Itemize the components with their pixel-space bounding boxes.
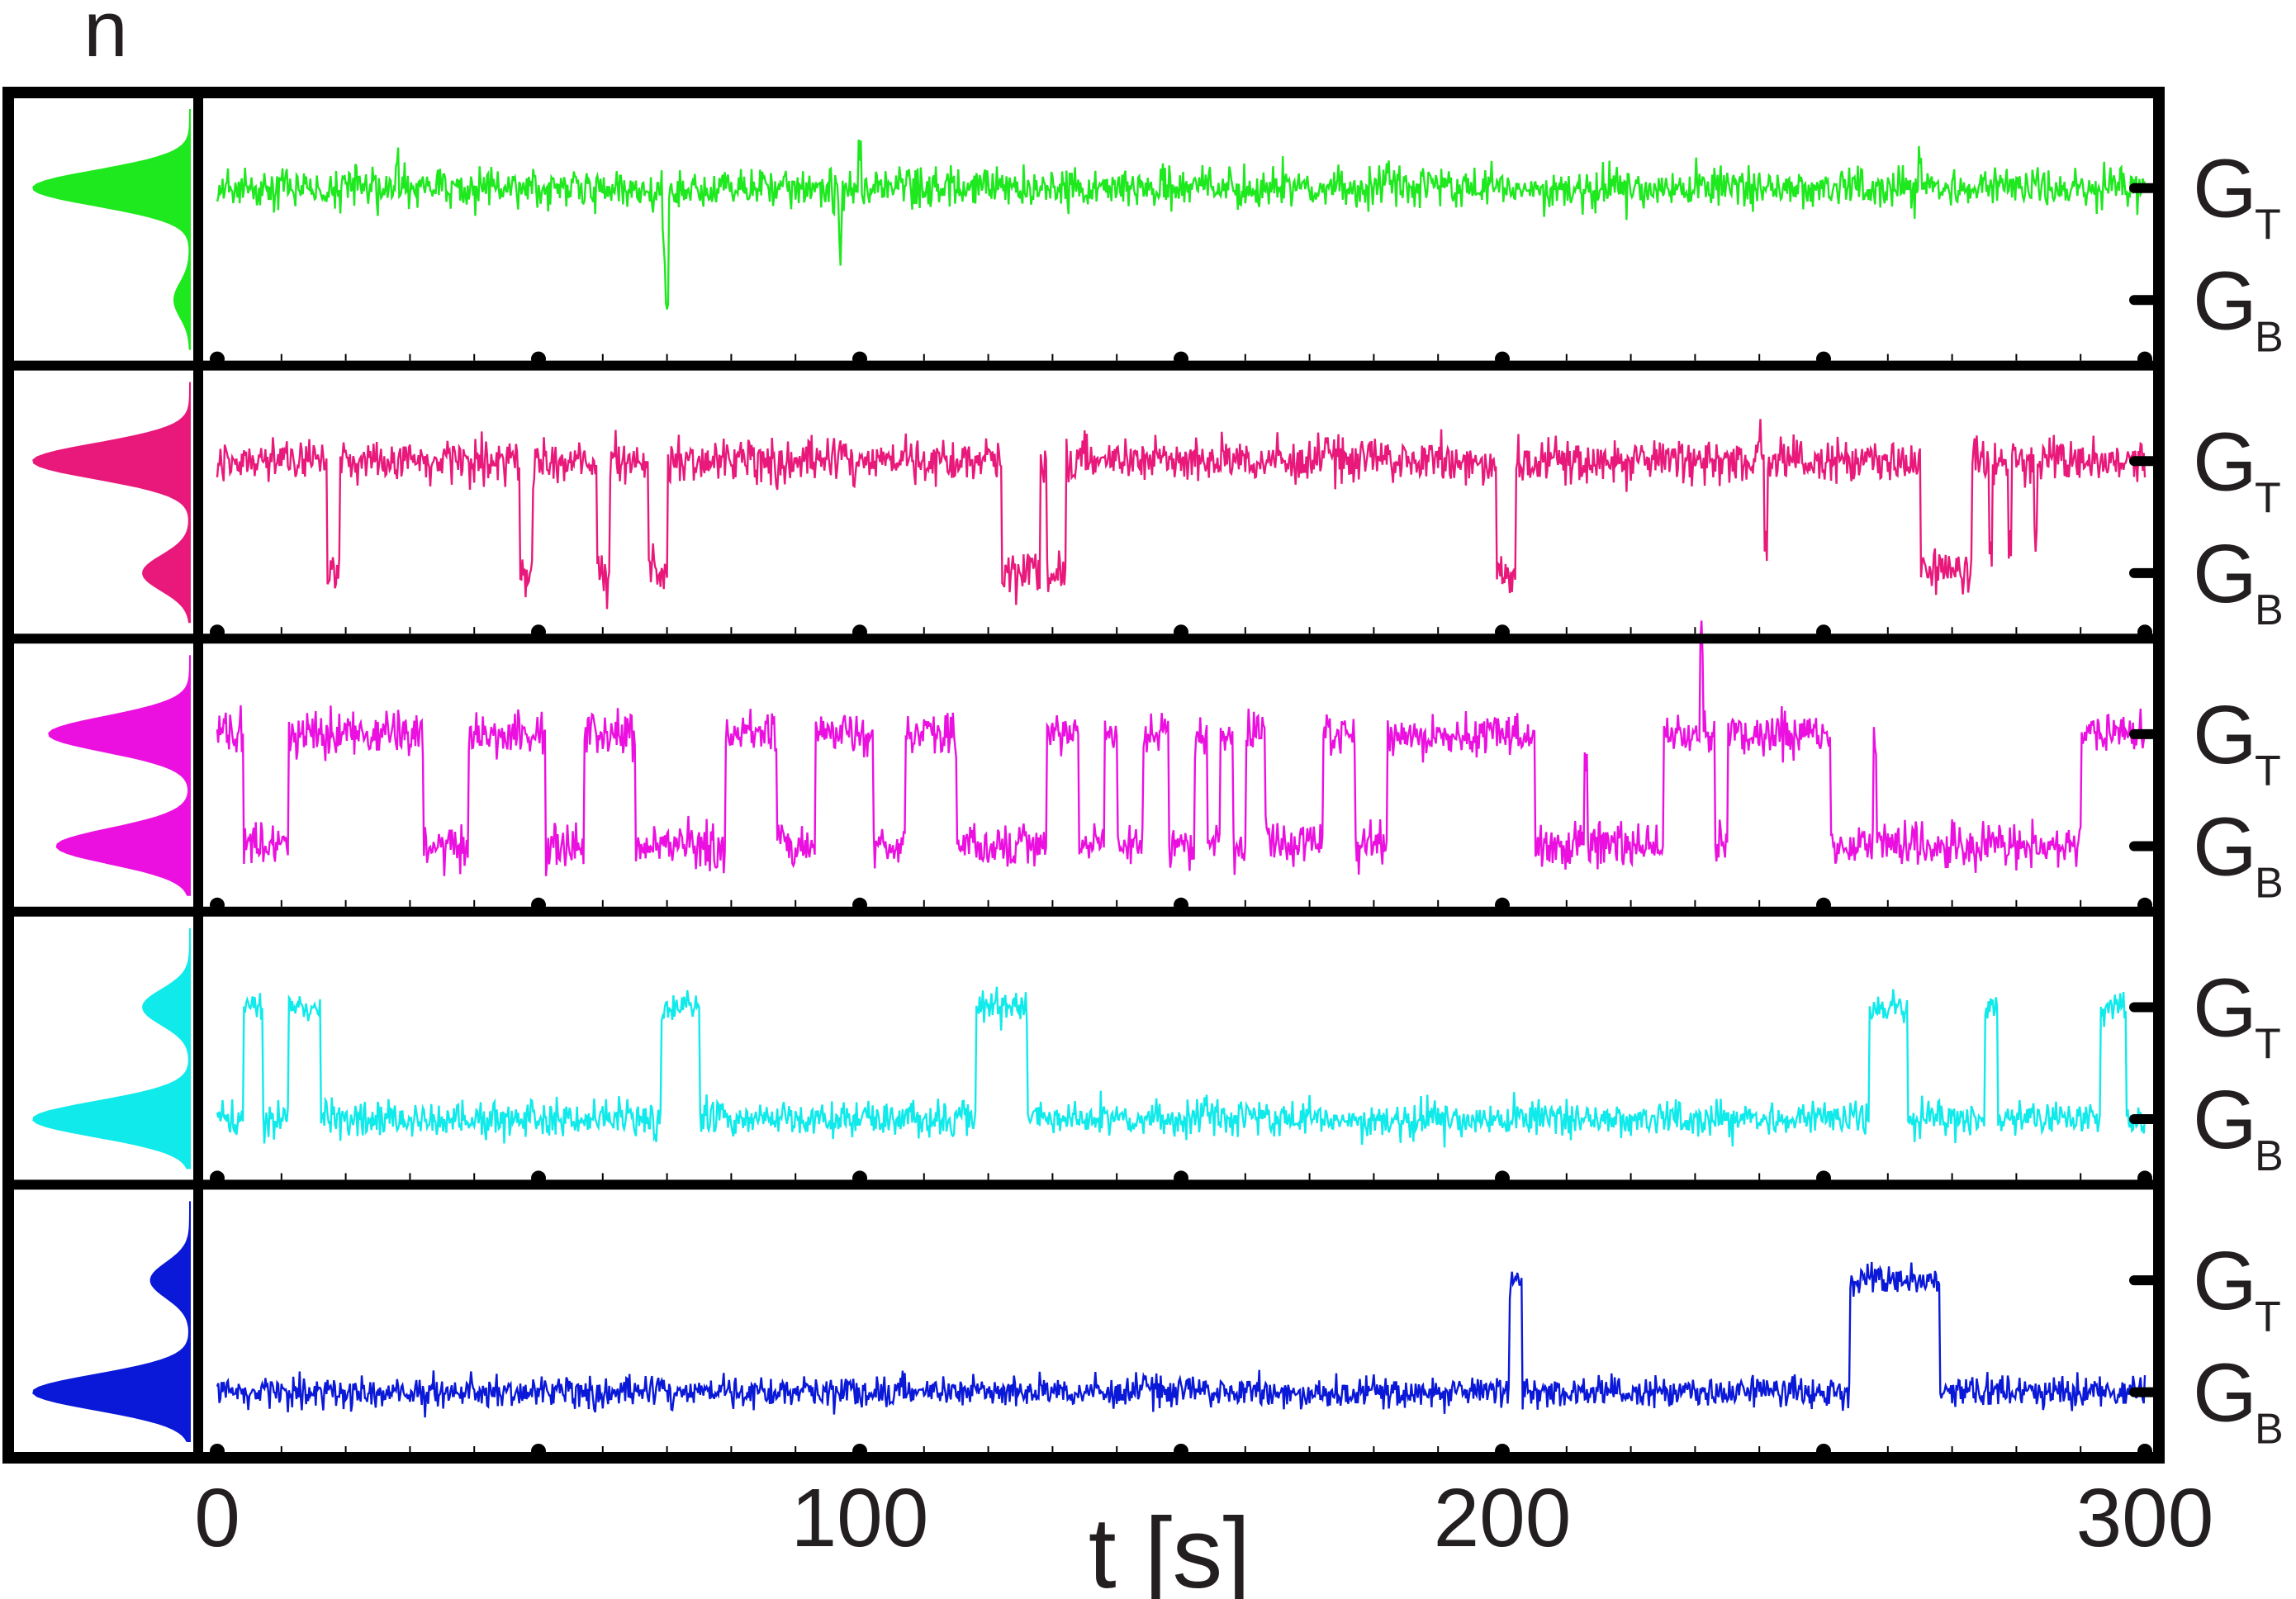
x-tick-label: 300 [2076, 1472, 2214, 1564]
level-label-top: G [2193, 689, 2257, 781]
histogram [48, 655, 191, 896]
histogram [32, 928, 191, 1170]
histogram [32, 382, 191, 624]
trace-line [216, 986, 2147, 1148]
level-label-bottom-sub: B [2255, 1406, 2284, 1454]
trace-line [216, 419, 2147, 610]
level-label-top: G [2193, 962, 2257, 1055]
level-label-bottom-sub: B [2255, 1132, 2284, 1180]
x-tick-label: 0 [194, 1472, 240, 1564]
x-tick-labels: 0 100 200 300 [194, 1472, 2213, 1564]
x-tick-label: 100 [791, 1472, 929, 1564]
level-label-top-sub: T [2255, 747, 2281, 795]
histogram [32, 1201, 191, 1442]
trace-line [216, 1261, 2147, 1418]
level-label-top: G [2193, 415, 2257, 508]
y-axis-label: n [83, 0, 127, 74]
trace-line [216, 620, 2147, 876]
level-label-bottom: G [2193, 800, 2257, 893]
x-axis-label: t [s] [1089, 1497, 1251, 1599]
trace-line [216, 140, 2147, 310]
histogram [32, 109, 191, 350]
level-label-top-sub: T [2255, 474, 2281, 522]
level-label-bottom: G [2193, 1347, 2257, 1440]
level-label-bottom: G [2193, 1074, 2257, 1166]
level-label-bottom-sub: B [2255, 586, 2284, 634]
level-label-top-sub: T [2255, 1021, 2281, 1069]
level-label-bottom: G [2193, 254, 2257, 347]
level-label-top: G [2193, 143, 2257, 235]
level-label-top-sub: T [2255, 1293, 2281, 1341]
level-label-bottom: G [2193, 528, 2257, 620]
level-label-top: G [2193, 1235, 2257, 1327]
x-tick-label: 200 [1434, 1472, 1572, 1564]
level-label-bottom-sub: B [2255, 859, 2284, 907]
chart-frame [2, 87, 2165, 1464]
level-label-top-sub: T [2255, 202, 2281, 249]
level-label-bottom-sub: B [2255, 313, 2284, 361]
